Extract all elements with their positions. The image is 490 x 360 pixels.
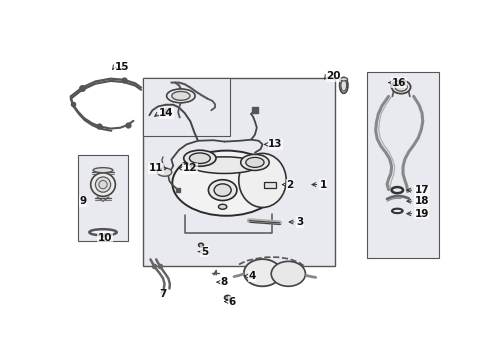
Ellipse shape [93,168,113,173]
Text: 13: 13 [268,139,283,149]
Ellipse shape [208,180,237,201]
Ellipse shape [172,150,281,216]
Ellipse shape [239,153,286,207]
Ellipse shape [190,153,210,163]
Bar [367,72,439,258]
Text: 7: 7 [159,289,167,299]
Ellipse shape [244,259,281,286]
Ellipse shape [198,243,203,247]
Text: 15: 15 [115,62,129,72]
Ellipse shape [89,229,117,235]
Text: 20: 20 [326,72,341,81]
Ellipse shape [241,154,269,170]
Text: 6: 6 [228,297,236,307]
Ellipse shape [96,177,111,192]
Ellipse shape [341,80,346,91]
Ellipse shape [246,157,264,167]
Ellipse shape [91,173,115,196]
Ellipse shape [340,77,348,93]
Bar [265,182,276,188]
Ellipse shape [224,296,231,300]
Text: 2: 2 [286,180,294,190]
Bar [143,78,335,266]
Ellipse shape [172,91,190,100]
Text: 9: 9 [79,196,87,206]
Ellipse shape [340,77,347,81]
Ellipse shape [214,184,231,196]
Ellipse shape [395,83,407,91]
Text: 10: 10 [98,233,112,243]
Ellipse shape [190,157,259,174]
Text: 14: 14 [159,108,174,118]
Ellipse shape [157,168,172,176]
Text: 5: 5 [201,247,208,257]
Text: 4: 4 [248,271,255,281]
Ellipse shape [99,180,107,189]
Text: 18: 18 [415,196,429,206]
Ellipse shape [184,150,216,166]
Text: 17: 17 [415,185,429,195]
Bar [78,156,128,242]
Ellipse shape [392,80,411,94]
Text: 19: 19 [415,209,429,219]
Ellipse shape [271,261,305,286]
Bar [143,78,230,136]
Text: 16: 16 [392,77,406,87]
Text: 11: 11 [148,163,163,174]
Ellipse shape [167,89,195,103]
Text: 3: 3 [297,217,304,227]
Text: 8: 8 [220,277,228,287]
Ellipse shape [219,204,227,209]
Text: 1: 1 [319,180,327,190]
Text: 12: 12 [183,163,197,174]
